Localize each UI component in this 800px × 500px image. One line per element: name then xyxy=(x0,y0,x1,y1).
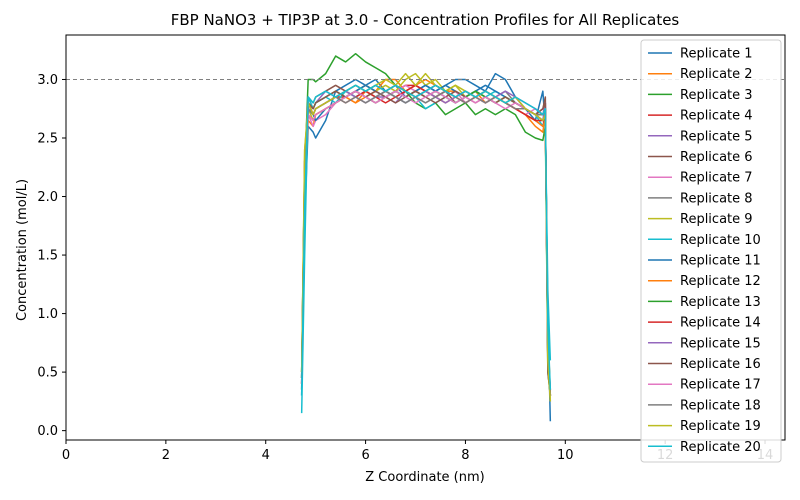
y-axis-title: Concentration (mol/L) xyxy=(15,179,30,321)
legend-label-replicate-10: Replicate 10 xyxy=(680,233,761,248)
legend-label-replicate-18: Replicate 18 xyxy=(680,398,761,413)
series-line-replicate-1 xyxy=(300,72,552,422)
y-tick-label: 3.0 xyxy=(37,73,58,88)
series-line-replicate-4 xyxy=(300,84,552,396)
series-line-replicate-13 xyxy=(300,90,552,396)
series-line-replicate-15 xyxy=(300,90,552,396)
x-tick-label: 4 xyxy=(262,448,270,463)
series-line-replicate-19 xyxy=(300,72,552,402)
x-axis-title: Z Coordinate (nm) xyxy=(365,470,484,485)
legend-label-replicate-3: Replicate 3 xyxy=(680,88,753,103)
series-line-replicate-17 xyxy=(300,90,552,390)
legend-label-replicate-11: Replicate 11 xyxy=(680,254,761,269)
legend-label-replicate-7: Replicate 7 xyxy=(680,171,753,186)
y-tick-label: 0.0 xyxy=(37,424,58,439)
legend-label-replicate-5: Replicate 5 xyxy=(680,129,753,144)
x-tick-label: 8 xyxy=(461,448,469,463)
legend-label-replicate-15: Replicate 15 xyxy=(680,336,761,351)
legend-label-replicate-8: Replicate 8 xyxy=(680,191,753,206)
series-line-replicate-2 xyxy=(300,78,552,396)
legend-label-replicate-9: Replicate 9 xyxy=(680,212,753,227)
y-tick-label: 1.5 xyxy=(37,249,58,264)
chart-title: FBP NaNO3 + TIP3P at 3.0 - Concentration… xyxy=(171,11,680,29)
legend-label-replicate-16: Replicate 16 xyxy=(680,357,761,372)
x-tick-label: 6 xyxy=(361,448,369,463)
series-line-replicate-12 xyxy=(300,84,552,396)
legend-label-replicate-6: Replicate 6 xyxy=(680,150,753,165)
y-tick-label: 2.0 xyxy=(37,190,58,205)
series-line-replicate-5 xyxy=(300,84,552,396)
legend-label-replicate-20: Replicate 20 xyxy=(680,440,761,455)
series-line-replicate-6 xyxy=(300,84,552,396)
series-line-replicate-11 xyxy=(300,84,552,396)
series-line-replicate-8 xyxy=(300,90,552,390)
y-tick-label: 1.0 xyxy=(37,307,58,322)
legend-label-replicate-17: Replicate 17 xyxy=(680,378,761,393)
x-tick-label: 2 xyxy=(162,448,170,463)
legend-box xyxy=(640,39,782,463)
series-line-replicate-10 xyxy=(300,90,552,414)
legend-label-replicate-12: Replicate 12 xyxy=(680,274,761,289)
legend-label-replicate-13: Replicate 13 xyxy=(680,295,761,310)
legend: Replicate 1 Replicate 2 Replicate 3 Replica… xyxy=(640,39,782,463)
x-tick-label: 0 xyxy=(62,448,70,463)
y-axis-ticks: 0.0 0.5 1.0 1.5 2.0 2.5 3.0 xyxy=(37,73,66,439)
series-line-replicate-20 xyxy=(300,84,552,396)
plot-frame xyxy=(65,34,786,441)
series-line-replicate-7 xyxy=(300,84,552,390)
legend-label-replicate-14: Replicate 14 xyxy=(680,316,761,331)
series-line-replicate-18 xyxy=(300,90,552,396)
series-line-replicate-16 xyxy=(300,90,552,396)
legend-label-replicate-4: Replicate 4 xyxy=(680,109,753,124)
legend-label-replicate-2: Replicate 2 xyxy=(680,67,753,82)
x-tick-label: 10 xyxy=(557,448,574,463)
series-line-replicate-14 xyxy=(300,84,552,396)
legend-label-replicate-1: Replicate 1 xyxy=(680,47,753,62)
series-line-replicate-9 xyxy=(300,72,552,402)
legend-label-replicate-19: Replicate 19 xyxy=(680,419,761,434)
y-tick-label: 0.5 xyxy=(37,366,58,381)
y-tick-label: 2.5 xyxy=(37,132,58,147)
series-layer xyxy=(300,52,552,422)
